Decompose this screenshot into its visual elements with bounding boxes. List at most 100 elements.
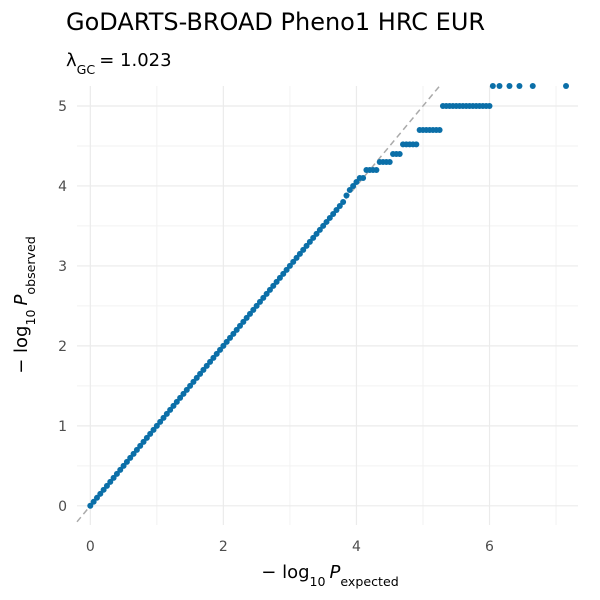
point (160, 414, 167, 421)
point (237, 322, 244, 329)
point (489, 83, 496, 89)
point (296, 250, 303, 257)
point (217, 346, 224, 353)
point (240, 318, 247, 325)
point (127, 454, 134, 461)
point (120, 462, 127, 469)
point (210, 354, 217, 361)
point (180, 390, 187, 397)
point (157, 418, 164, 425)
point (316, 226, 323, 233)
point (270, 282, 277, 289)
point (137, 442, 144, 449)
point (220, 342, 227, 349)
point (223, 338, 230, 345)
point (310, 234, 317, 241)
point (506, 83, 513, 89)
point (233, 326, 240, 333)
point (130, 450, 137, 457)
point (200, 366, 207, 373)
subtitle-value: = 1.023 (99, 50, 171, 71)
point (320, 222, 327, 229)
point (360, 174, 367, 181)
point (266, 286, 273, 293)
point (343, 192, 350, 199)
point (246, 310, 253, 317)
point (113, 470, 120, 477)
point (353, 178, 360, 185)
point (280, 270, 287, 277)
point (333, 206, 340, 213)
y-label-part: observed (23, 236, 38, 294)
y-axis-label: − log10 Pobserved (11, 236, 38, 374)
point (529, 83, 536, 89)
subtitle-symbol: λ (66, 50, 77, 71)
point (87, 502, 94, 509)
point (163, 410, 170, 417)
x-tick-label: 0 (86, 539, 95, 555)
point (243, 314, 250, 321)
point (306, 238, 313, 245)
point (250, 306, 257, 313)
point (350, 182, 357, 189)
x-tick-label: 6 (485, 539, 494, 555)
point (326, 214, 333, 221)
x-label-part: expected (340, 574, 398, 589)
point (107, 478, 114, 485)
point (197, 370, 204, 377)
point (97, 490, 104, 497)
point (147, 430, 154, 437)
point (323, 218, 330, 225)
point (207, 358, 214, 365)
point (293, 254, 300, 261)
y-tick-label: 4 (58, 179, 67, 195)
point (413, 141, 420, 148)
subtitle-subscript: GC (77, 62, 96, 77)
x-label-part: 10 (310, 574, 326, 589)
y-tick-label: 2 (58, 339, 67, 355)
point (436, 126, 443, 133)
point (103, 482, 110, 489)
point (496, 83, 503, 89)
point (273, 278, 280, 285)
point (150, 426, 157, 433)
point (230, 330, 237, 337)
y-label-part: P (11, 294, 32, 305)
point (123, 458, 130, 465)
point (110, 474, 117, 481)
point (143, 434, 150, 441)
x-tick-label: 2 (219, 539, 228, 555)
point (100, 486, 107, 493)
point (183, 386, 190, 393)
point (290, 258, 297, 265)
point (173, 398, 180, 405)
chart-subtitle: λGC = 1.023 (66, 50, 172, 77)
point (190, 378, 197, 385)
point (133, 446, 140, 453)
point (90, 498, 97, 505)
point (193, 374, 200, 381)
point (386, 158, 393, 165)
point (286, 262, 293, 269)
point (330, 210, 337, 217)
point (313, 230, 320, 237)
point (340, 198, 347, 205)
y-label-part: 10 (23, 309, 38, 325)
point (203, 362, 210, 369)
point (516, 83, 523, 89)
y-label-part: − log (11, 326, 32, 374)
point (373, 166, 380, 173)
point (93, 494, 100, 501)
x-tick-label: 4 (352, 539, 361, 555)
point (260, 294, 267, 301)
point (256, 298, 263, 305)
point (187, 382, 194, 389)
point (283, 266, 290, 273)
y-tick-label: 0 (58, 499, 67, 515)
y-tick-label: 3 (58, 259, 67, 275)
point (167, 406, 174, 413)
point (346, 186, 353, 193)
point (396, 150, 403, 157)
